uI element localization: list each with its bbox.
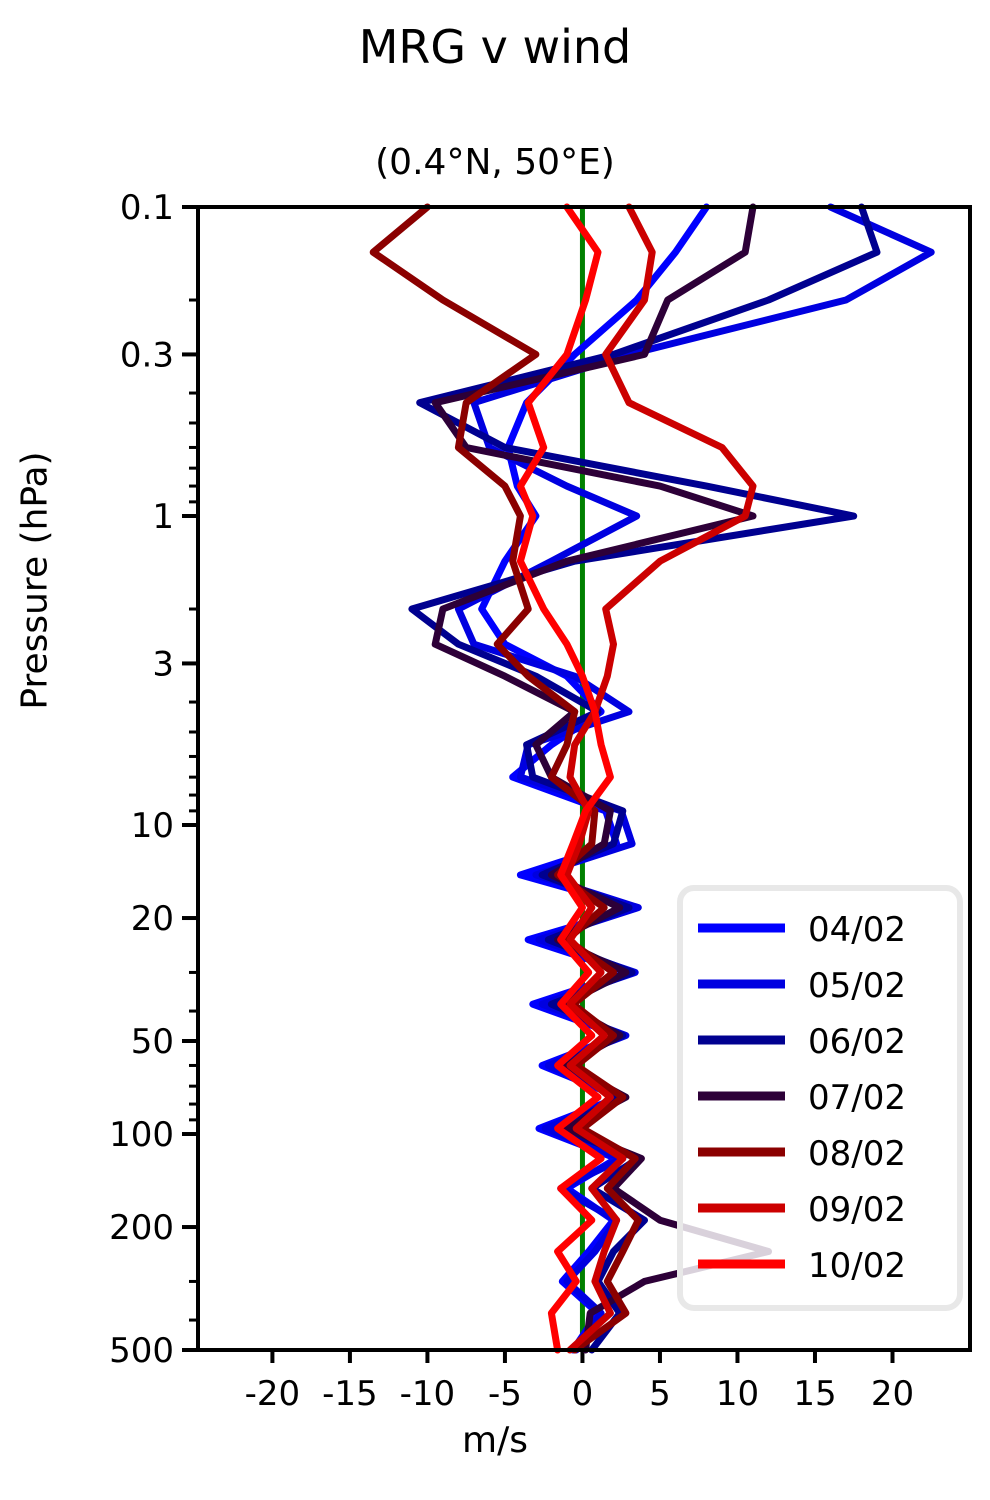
y-tick-label: 1	[152, 497, 174, 537]
axis-ticks	[182, 205, 895, 1363]
series-line-06-02	[408, 203, 881, 1354]
y-tick-label: 0.1	[120, 188, 174, 228]
x-tick-label: 5	[649, 1374, 671, 1414]
x-tick-label: 20	[871, 1374, 914, 1414]
legend-label-08-02: 08/02	[808, 1134, 906, 1174]
x-tick-label: -15	[322, 1374, 378, 1414]
series-line-10-02	[516, 203, 614, 1354]
series-line-08-02	[369, 203, 642, 1354]
y-tick-labels: 0.1 0.3 1 3 10 20 50 100 200 500	[109, 188, 174, 1371]
x-tick-labels: -20 -15 -10 -5 0 5 10 15 20	[245, 1374, 914, 1414]
y-tick-label: 500	[109, 1331, 174, 1371]
legend-label-04-02: 04/02	[808, 910, 906, 950]
x-axis-label: m/s	[462, 1420, 528, 1461]
series-line-09-02	[563, 203, 757, 1354]
data-series-group	[369, 203, 935, 1354]
x-tick-label: -5	[488, 1374, 522, 1414]
y-tick-label: 50	[131, 1022, 174, 1062]
axes-frame	[196, 205, 972, 1352]
legend-label-09-02: 09/02	[808, 1190, 906, 1230]
legend-label-05-02: 05/02	[808, 966, 906, 1006]
y-tick-label: 100	[109, 1115, 174, 1155]
legend-label-10-02: 10/02	[808, 1246, 906, 1286]
y-tick-label: 10	[131, 806, 174, 846]
legend[interactable]: 04/02 05/02 06/02 07/02 08/02 09/02 10/02	[677, 885, 963, 1311]
chart-subtitle: (0.4°N, 50°E)	[375, 142, 615, 183]
x-tick-label: 15	[793, 1374, 836, 1414]
chart-title: MRG v wind	[358, 20, 632, 74]
x-tick-label: 0	[572, 1374, 594, 1414]
series-line-07-02	[431, 203, 772, 1354]
x-tick-label: -10	[400, 1374, 456, 1414]
y-tick-label: 3	[152, 644, 174, 684]
y-tick-label: 0.3	[120, 335, 174, 375]
x-tick-label: 10	[716, 1374, 759, 1414]
legend-label-06-02: 06/02	[808, 1022, 906, 1062]
y-tick-label: 20	[131, 899, 174, 939]
y-tick-label: 200	[109, 1208, 174, 1248]
legend-label-07-02: 07/02	[808, 1078, 906, 1118]
x-tick-label: -20	[245, 1374, 301, 1414]
